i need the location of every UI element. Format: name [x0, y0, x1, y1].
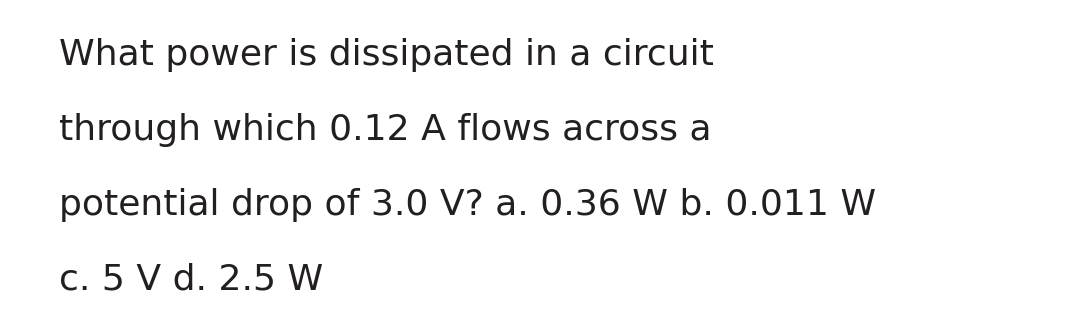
Text: potential drop of 3.0 V? a. 0.36 W b. 0.011 W: potential drop of 3.0 V? a. 0.36 W b. 0.…	[59, 188, 877, 222]
Text: What power is dissipated in a circuit: What power is dissipated in a circuit	[59, 38, 714, 72]
Text: c. 5 V d. 2.5 W: c. 5 V d. 2.5 W	[59, 262, 323, 296]
Text: through which 0.12 A flows across a: through which 0.12 A flows across a	[59, 113, 711, 147]
